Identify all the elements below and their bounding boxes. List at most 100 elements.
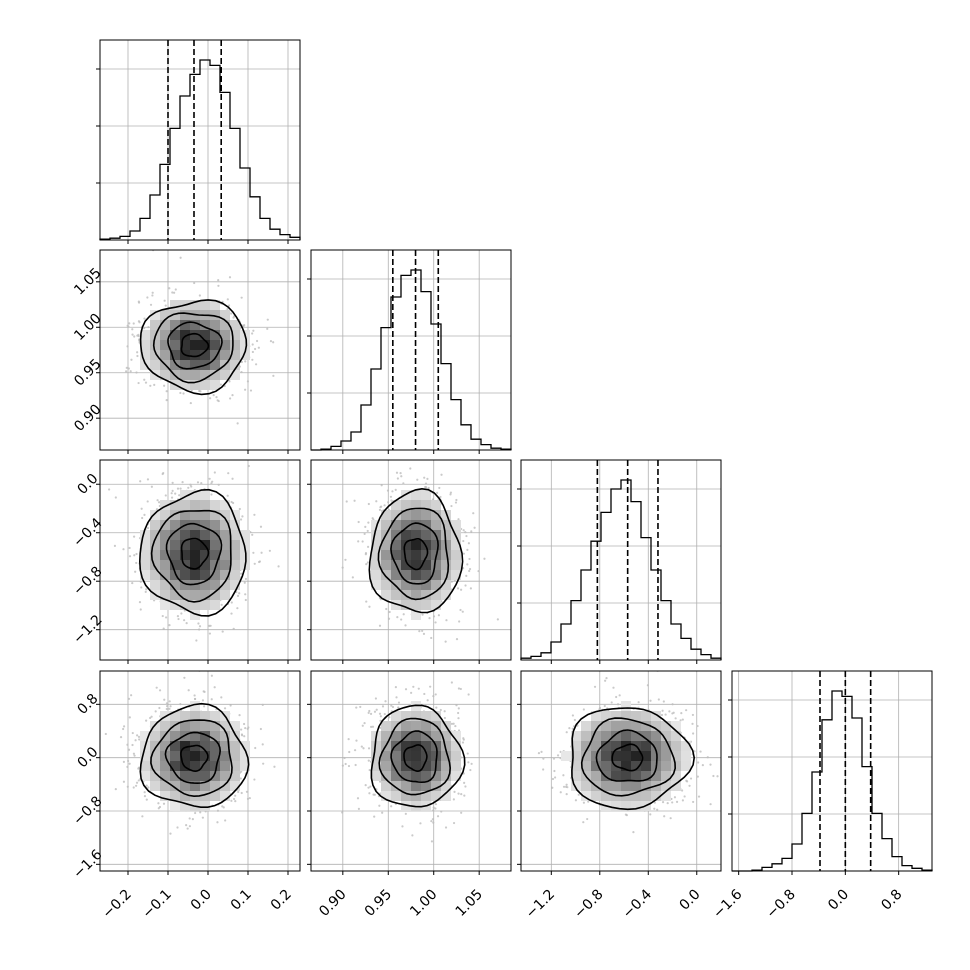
contour-line [150,719,233,798]
sample-point [135,552,138,556]
sample-point [244,360,247,363]
sample-point [445,619,448,622]
sample-point [457,792,460,795]
density-cell [641,761,651,771]
sample-point [464,531,467,534]
sample-point [473,526,476,529]
sample-point [234,794,237,797]
density-cell [421,771,431,781]
x-tick-label: 0.0 [677,887,704,914]
density-cell [671,781,681,791]
density-cell [451,560,461,570]
density-cell [230,580,240,590]
sample-point [395,471,399,474]
sample-point [384,700,387,703]
sample-point [213,686,216,689]
density-cell [401,761,411,771]
sample-point [562,785,566,788]
sample-point [139,608,142,611]
density-cell [411,721,421,731]
sample-point [141,516,144,520]
sample-point [542,757,545,760]
sample-point [226,298,229,301]
density-cell [180,781,190,791]
sample-point [86,355,88,357]
density-cell [431,500,441,510]
sample-point [144,590,147,594]
density-cell [571,781,581,791]
sample-point [460,793,463,796]
density-cell [210,570,220,580]
sample-point [367,502,370,506]
density-cell [381,510,391,520]
sample-point [587,800,590,803]
sample-point [373,710,377,713]
sample-point [439,708,442,712]
sample-point [378,624,382,627]
sample-point [366,561,369,564]
density-cell [641,731,651,741]
sample-point [430,840,434,843]
x-tick-label: 0.8 [878,887,905,914]
density-cell [170,550,180,560]
sample-point [472,512,475,515]
density-cell [170,320,180,330]
sample-point [429,685,432,688]
sample-point [201,699,205,702]
density-cell [641,721,651,731]
density-cell [401,771,411,781]
density-panel-3-0 [96,670,301,875]
sample-point [194,811,197,815]
density-cell [200,490,210,500]
sample-point [397,706,400,709]
density-cell [190,320,200,330]
density-cell [451,751,461,761]
density-cell [601,761,611,771]
sample-point [187,486,190,489]
density-cell [170,801,180,811]
sample-point [133,554,136,557]
density-cell [160,530,170,540]
sample-point [367,711,370,714]
density-cell [150,550,160,560]
density-cell [421,741,431,751]
sample-point [183,609,186,612]
density-cell [591,731,601,741]
contour-line [167,321,223,370]
sample-point [137,381,140,385]
sample-point [155,508,159,511]
sample-point [422,632,426,635]
sample-point [132,752,136,755]
sample-point [171,291,174,294]
sample-point [443,710,446,713]
sample-point [238,592,241,595]
density-cell [631,801,641,811]
sample-point [220,696,223,699]
contour-line [403,538,429,571]
sample-point [553,769,556,773]
density-cell [421,530,431,540]
sample-point [598,706,602,710]
sample-point [430,820,433,823]
sample-point [169,832,172,835]
axis-frame [520,670,722,872]
density-cell [421,500,431,510]
density-cell [601,731,611,741]
sample-point [239,777,242,780]
histogram-panel-0 [96,39,301,244]
density-cell [671,731,681,741]
sample-point [462,529,465,532]
density-cell [661,771,671,781]
contour-line [180,537,210,570]
density-cell [411,530,421,540]
sample-point [128,322,131,325]
density-cell [401,550,411,560]
sample-point [138,338,141,341]
density-cell [230,721,240,731]
density-cell [371,761,381,771]
density-cell [150,350,160,360]
sample-point [156,499,159,502]
sample-point [178,494,181,497]
density-cell [160,330,170,340]
sample-point [170,496,174,499]
